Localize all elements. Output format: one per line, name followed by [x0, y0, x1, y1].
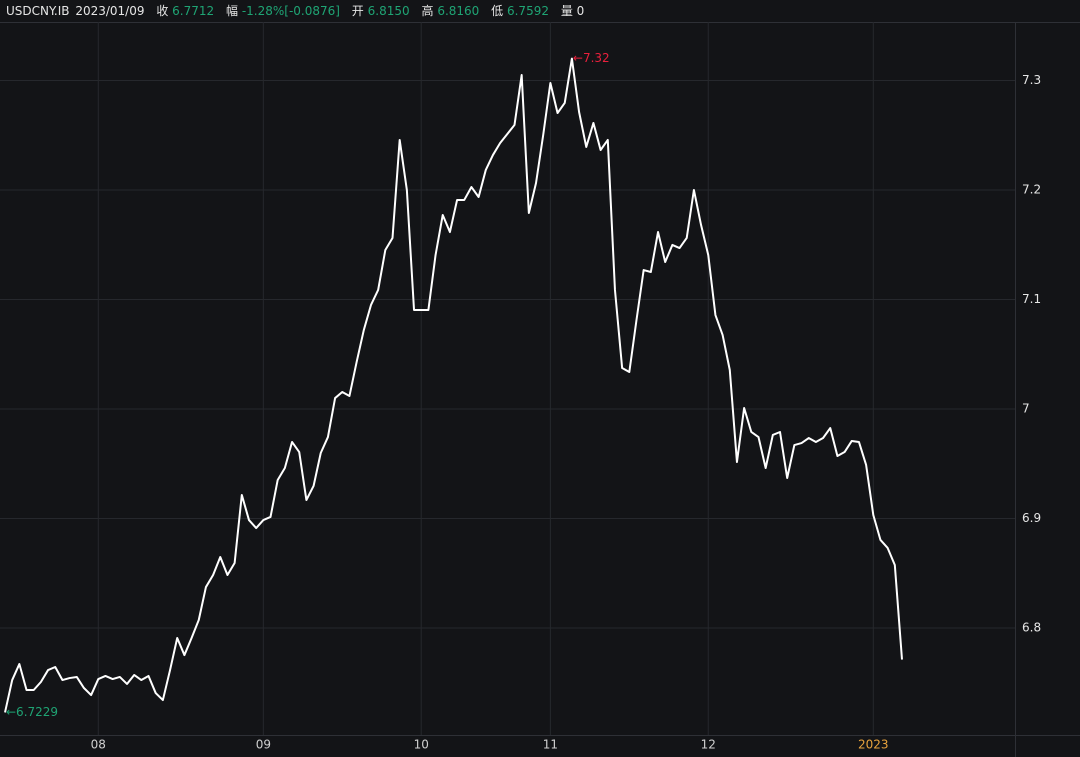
close-label: 收 [156, 4, 168, 18]
date: 2023/01/09 [75, 4, 144, 18]
x-tick-label: 12 [701, 738, 716, 752]
high: 6.8160 [437, 4, 479, 18]
x-tick-label: 11 [543, 738, 558, 752]
open: 6.8150 [368, 4, 410, 18]
y-tick-label: 7.1 [1022, 292, 1041, 306]
open-label: 开 [352, 4, 364, 18]
change-label: 幅 [226, 3, 238, 18]
symbol: USDCNY.IB [6, 4, 69, 18]
price-line [4, 57, 903, 713]
volume-label: 量 [561, 4, 573, 18]
y-tick-label: 6.8 [1022, 621, 1041, 635]
low: 6.7592 [507, 4, 549, 18]
annotation: ←6.7229 [6, 705, 58, 719]
volume: 0 [577, 4, 585, 18]
x-tick-label: 08 [91, 738, 106, 752]
y-tick-label: 6.9 [1022, 511, 1041, 525]
y-tick-label: 7.3 [1022, 73, 1041, 87]
y-tick-label: 7.2 [1022, 182, 1041, 196]
y-tick-label: 7 [1022, 401, 1030, 415]
annotation: ←7.32 [573, 51, 610, 65]
x-tick-label: 10 [414, 738, 429, 752]
x-tick-label: 09 [256, 738, 271, 752]
close: 6.7712 [172, 4, 214, 18]
low-label: 低 [491, 4, 503, 18]
x-tick-label: 2023 [858, 738, 889, 752]
high-label: 高 [421, 3, 433, 18]
header: USDCNY.IB 2023/01/09 收 6.7712 幅 -1.28%[-… [6, 3, 584, 18]
change: -1.28%[-0.0876] [242, 4, 340, 18]
